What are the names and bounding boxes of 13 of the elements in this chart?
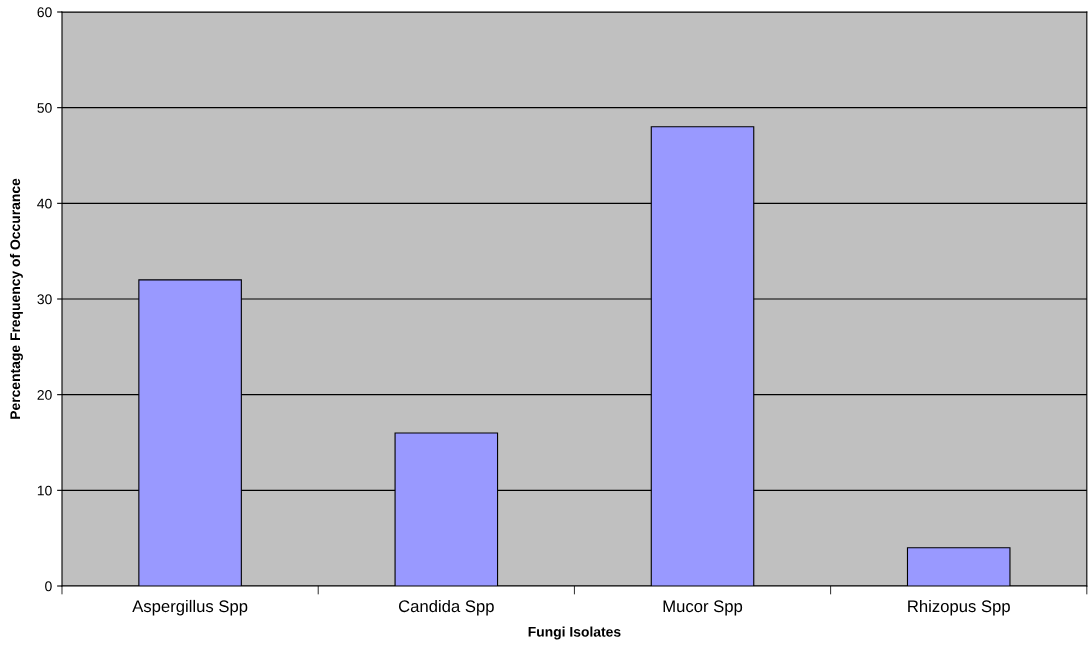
x-tick-label: Candida Spp [398, 599, 494, 616]
y-tick-label: 30 [37, 294, 52, 305]
y-tick-label: 40 [37, 198, 52, 209]
x-axis-title: Fungi Isolates [528, 626, 621, 640]
y-tick-label: 60 [37, 7, 52, 18]
y-tick-label: 10 [37, 485, 52, 496]
y-tick-label: 0 [45, 581, 52, 592]
y-tick-label: 20 [37, 390, 52, 400]
x-tick-label: Aspergillus Spp [132, 599, 248, 616]
y-tick-label: 50 [37, 103, 52, 113]
y-axis-title: Percentage Frequency of Occurance [9, 178, 23, 419]
x-tick-label: Rhizopus Spp [908, 599, 1010, 616]
x-tick-label: Mucor Spp [663, 600, 743, 616]
